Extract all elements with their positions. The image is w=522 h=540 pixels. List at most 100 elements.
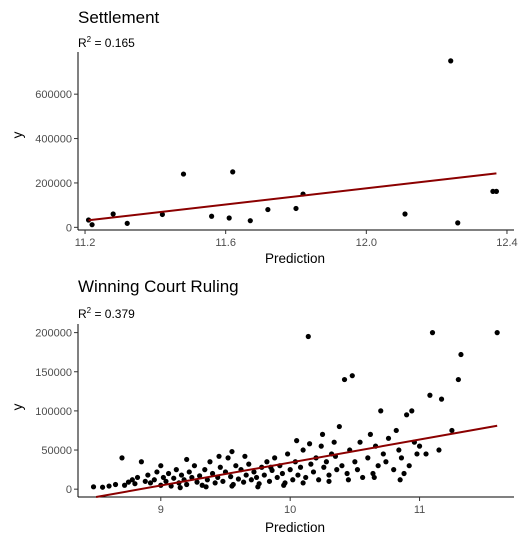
data-point: [265, 206, 271, 213]
data-point: [159, 211, 165, 218]
data-point: [367, 431, 373, 437]
data-point: [300, 480, 306, 486]
data-point: [228, 474, 234, 480]
data-point: [134, 474, 141, 481]
data-point: [393, 427, 399, 434]
y-axis-label: y: [10, 131, 25, 138]
data-point: [142, 478, 148, 484]
data-point: [189, 474, 195, 481]
data-point: [106, 483, 112, 489]
data-point: [438, 396, 445, 402]
y-tick-label: 150000: [35, 367, 72, 379]
data-point: [184, 481, 190, 488]
data-point: [279, 470, 286, 477]
data-point: [220, 478, 226, 484]
axis-ticks: 0 50000 100000 150000 200000 9 10 11: [35, 328, 425, 516]
y-tick-label: 0: [66, 484, 72, 496]
data-point: [308, 461, 314, 467]
data-point: [319, 431, 326, 437]
data-point: [274, 474, 280, 481]
data-point: [266, 478, 273, 484]
y-tick-label: 200000: [35, 328, 72, 340]
data-point: [212, 480, 218, 486]
data-point: [345, 477, 351, 483]
data-point: [180, 171, 187, 177]
data-point: [242, 453, 248, 459]
data-point: [341, 376, 348, 383]
data-point: [385, 435, 392, 441]
data-point: [323, 459, 330, 465]
data-point: [89, 222, 95, 228]
data-point: [261, 472, 267, 478]
data-point: [334, 467, 340, 473]
x-tick-label: 12.0: [356, 237, 377, 249]
data-point: [295, 472, 301, 478]
data-point: [391, 467, 397, 473]
data-point: [124, 220, 130, 226]
data-point: [401, 470, 407, 477]
data-point: [396, 447, 402, 453]
data-point: [241, 479, 247, 485]
data-point: [427, 392, 433, 398]
data-point: [147, 480, 154, 486]
data-point: [243, 472, 249, 478]
settlement-panel: Settlement R2 = 0.165 y Prediction 0 2000…: [10, 8, 518, 266]
data-point: [173, 467, 179, 473]
data-point: [290, 477, 296, 483]
data-point: [406, 463, 412, 469]
data-point: [326, 478, 332, 484]
data-point: [229, 483, 235, 489]
r-squared-label: R2 = 0.165: [78, 35, 135, 50]
data-point: [352, 459, 358, 465]
data-point: [207, 459, 213, 465]
y-tick-label: 600000: [35, 89, 72, 101]
data-point: [112, 481, 119, 488]
data-point: [216, 453, 222, 459]
y-tick-label: 400000: [35, 134, 72, 146]
data-point: [300, 447, 306, 453]
data-point: [397, 477, 403, 483]
data-point: [331, 439, 337, 445]
data-point: [449, 427, 455, 434]
data-point: [383, 459, 389, 465]
data-point: [226, 215, 232, 221]
x-tick-label: 11.2: [75, 237, 96, 249]
data-point: [336, 423, 342, 430]
data-point: [321, 464, 327, 470]
data-point: [163, 478, 169, 484]
data-points: [85, 58, 500, 228]
data-point: [264, 459, 270, 465]
data-point: [194, 479, 200, 485]
data-point: [90, 484, 97, 490]
data-point: [284, 451, 291, 457]
data-point: [132, 481, 138, 487]
x-tick-label: 9: [158, 504, 164, 516]
data-point: [436, 447, 442, 453]
data-point: [303, 474, 309, 481]
data-point: [177, 485, 183, 491]
data-point: [318, 443, 324, 449]
data-point: [455, 220, 461, 226]
data-point: [365, 455, 371, 461]
data-point: [217, 464, 223, 470]
data-point: [99, 484, 106, 490]
data-point: [119, 455, 125, 461]
axis-ticks: 0 200000 400000 600000 11.2 11.6 12.0 12.4: [35, 89, 517, 249]
data-point: [154, 469, 160, 475]
data-point: [370, 470, 376, 477]
data-point: [360, 474, 366, 481]
chart-title: Settlement: [78, 8, 160, 27]
data-point: [455, 376, 461, 383]
data-point: [158, 463, 164, 469]
chart-title: Winning Court Ruling: [78, 277, 239, 296]
data-point: [247, 218, 253, 224]
data-point: [184, 456, 190, 463]
data-point: [110, 211, 116, 217]
data-point: [229, 448, 235, 455]
data-point: [402, 211, 408, 217]
data-point: [165, 470, 172, 477]
data-point: [233, 463, 239, 469]
data-point: [186, 469, 192, 475]
data-point: [326, 472, 332, 478]
data-point: [423, 451, 429, 457]
